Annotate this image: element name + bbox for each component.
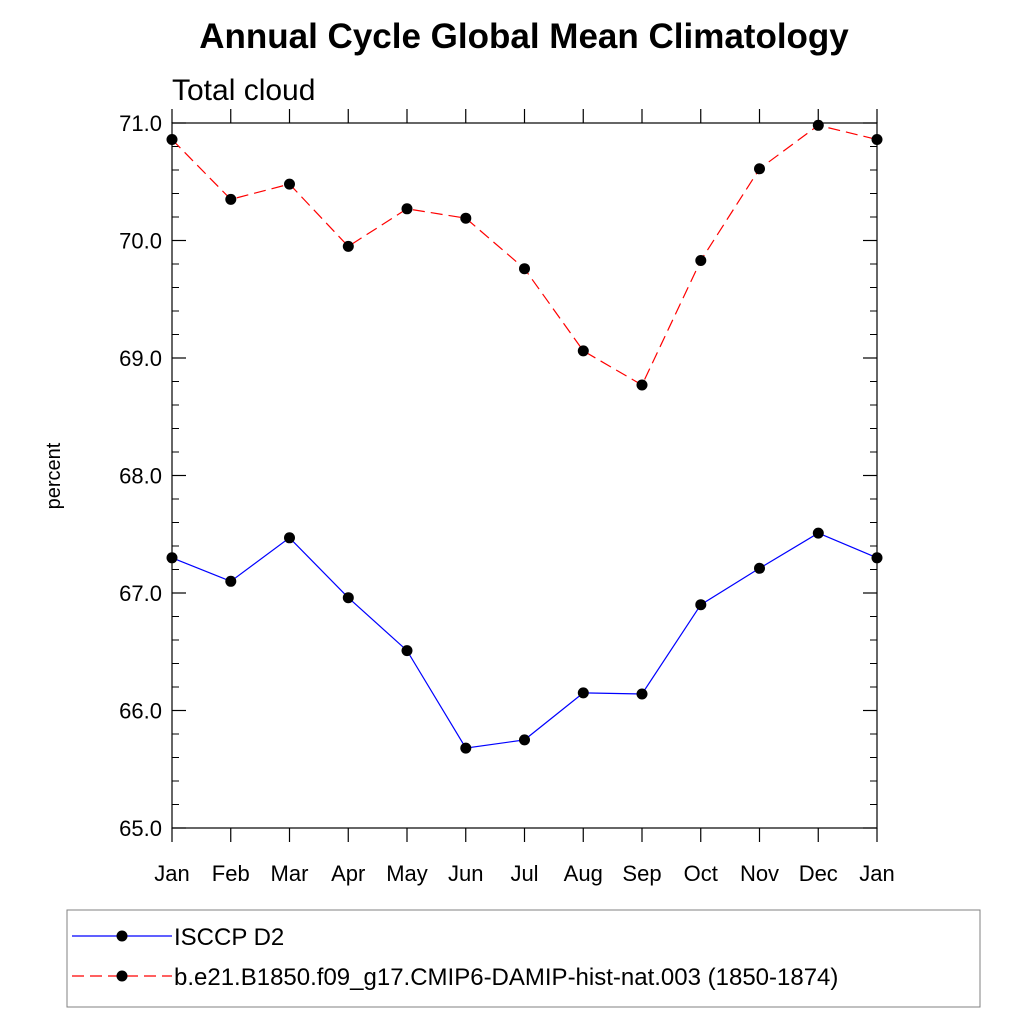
- x-tick-label: Apr: [331, 861, 365, 886]
- data-point: [401, 645, 413, 657]
- x-tick-label: Oct: [684, 861, 718, 886]
- x-tick-label: Feb: [212, 861, 250, 886]
- data-point: [166, 134, 178, 145]
- data-point: [519, 263, 530, 275]
- legend-swatch-marker: [116, 970, 128, 982]
- series-line: [171, 532, 878, 749]
- data-point: [401, 203, 413, 215]
- data-point: [695, 599, 707, 611]
- y-tick-label: 71.0: [119, 111, 162, 136]
- axes: 65.0 66.0 67.0 68.0 69.0 70.0 71.0 Jan Feb Mar Apr…: [119, 109, 895, 886]
- data-point: [519, 734, 530, 746]
- plot-frame: [171, 122, 878, 829]
- data-point: [284, 532, 295, 544]
- x-tick-label: Nov: [740, 861, 779, 886]
- legend-label: ISCCP D2: [174, 924, 284, 951]
- chart-title: Annual Cycle Global Mean Climatology: [199, 17, 849, 56]
- data-point: [460, 742, 472, 754]
- y-tick-label: 67.0: [119, 581, 162, 606]
- x-tick-label: Jan: [859, 861, 894, 886]
- x-tick-label: Jan: [154, 861, 189, 886]
- x-tick-label: Aug: [564, 861, 603, 886]
- y-axis-label: percent: [43, 442, 65, 509]
- series-layer: [166, 119, 883, 754]
- data-point: [342, 240, 354, 252]
- data-point: [871, 552, 883, 564]
- data-point: [754, 163, 765, 175]
- data-point: [636, 688, 648, 700]
- data-point: [812, 119, 824, 131]
- data-point: [636, 379, 648, 391]
- series-1: [166, 119, 883, 391]
- data-point: [754, 562, 765, 574]
- legend-entry-0: ISCCP D2: [72, 924, 284, 951]
- chart-subtitle: Total cloud: [172, 74, 315, 107]
- series-line: [171, 124, 878, 386]
- data-point: [342, 592, 354, 604]
- y-tick-label: 70.0: [119, 229, 162, 254]
- y-tick-label: 68.0: [119, 464, 162, 489]
- legend-swatch-marker: [116, 930, 128, 942]
- data-point: [812, 527, 824, 539]
- legend-entry-1: b.e21.B1850.f09_g17.CMIP6-DAMIP-hist-nat…: [72, 964, 838, 991]
- data-point: [225, 575, 237, 587]
- x-tick-label: May: [386, 861, 428, 886]
- data-point: [460, 212, 472, 224]
- x-tick-label: Mar: [271, 861, 309, 886]
- data-point: [695, 255, 707, 266]
- x-tick-label: Sep: [622, 861, 661, 886]
- x-tick-label: Dec: [799, 861, 838, 886]
- x-tick-label: Jun: [448, 861, 483, 886]
- data-point: [225, 193, 237, 205]
- data-point: [871, 134, 883, 145]
- y-tick-label: 66.0: [119, 699, 162, 724]
- y-tick-label: 69.0: [119, 346, 162, 371]
- legend-label: b.e21.B1850.f09_g17.CMIP6-DAMIP-hist-nat…: [174, 964, 838, 991]
- data-point: [284, 178, 295, 190]
- data-point: [577, 687, 589, 699]
- legend-frame: [66, 909, 981, 1008]
- data-point: [166, 552, 178, 564]
- legend: ISCCP D2 b.e21.B1850.f09_g17.CMIP6-DAMIP-…: [66, 909, 981, 1008]
- x-tick-label: Jul: [510, 861, 538, 886]
- y-tick-label: 65.0: [119, 816, 162, 841]
- legend-items: ISCCP D2 b.e21.B1850.f09_g17.CMIP6-DAMIP-…: [72, 924, 838, 991]
- data-point: [577, 345, 589, 357]
- series-0: [166, 527, 883, 754]
